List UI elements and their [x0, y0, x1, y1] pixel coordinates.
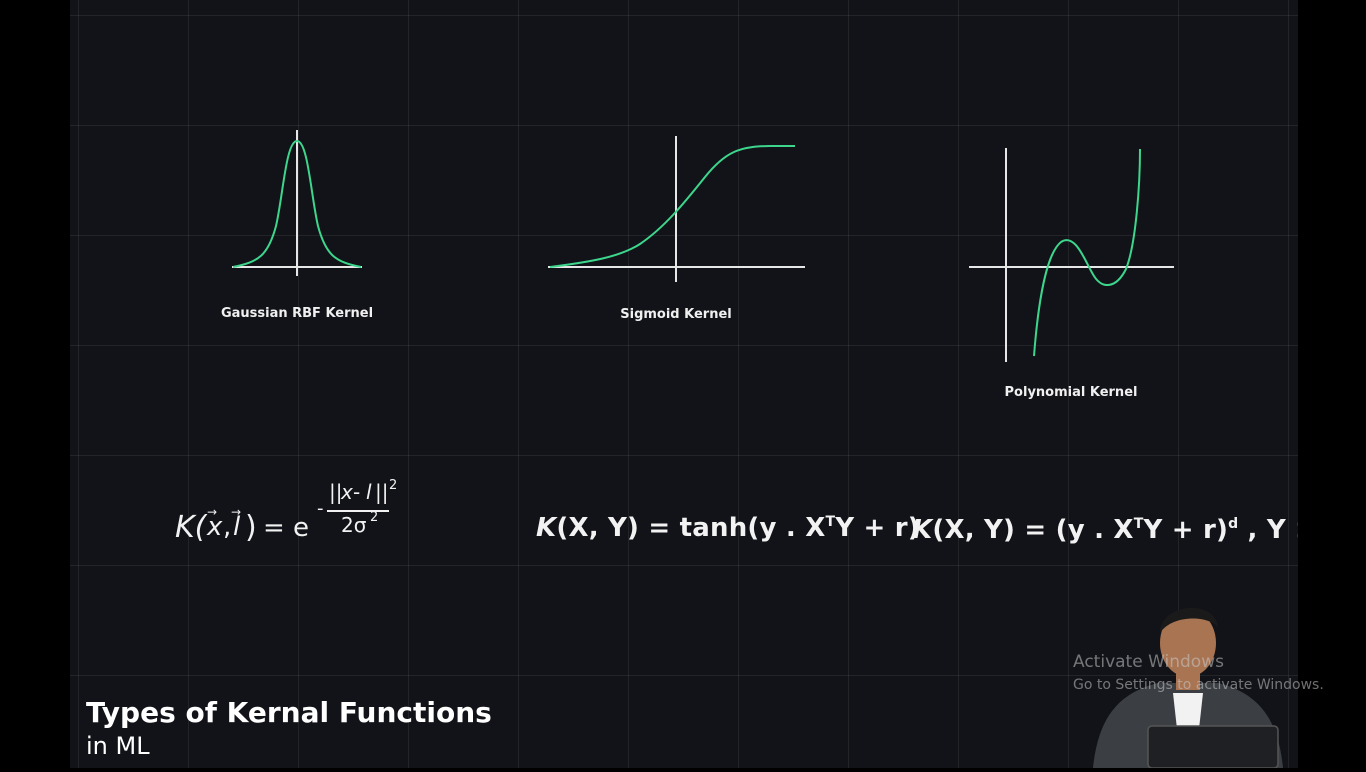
gaussian-formula-x: x [207, 512, 223, 542]
sigmoid-graph [545, 132, 810, 287]
sigmoid-curve [549, 145, 795, 268]
gaussian-formula-l: l [233, 512, 241, 542]
slide-title: Types of Kernal Functions [86, 696, 492, 729]
gaussian-rbf-graph [228, 126, 368, 281]
activate-windows-title: Activate Windows [1073, 652, 1224, 672]
polynomial-formula-rest: , Y > 0 [1247, 515, 1298, 545]
gaussian-formula-num-power: 2 [389, 478, 398, 493]
polynomial-formula: K(X, Y) = (y . XTY + r)d , Y > 0 [912, 515, 1298, 545]
gaussian-formula-comma: , [223, 512, 232, 542]
gaussian-formula-close: ) [245, 510, 257, 545]
gaussian-caption: Gaussian RBF Kernel [220, 306, 374, 321]
slide-subtitle: in ML [86, 732, 150, 760]
sigmoid-formula: K(X, Y) = tanh(y . XTY + r) [536, 513, 920, 543]
gaussian-formula-exp-sign: - [317, 498, 324, 519]
laptop [1147, 725, 1279, 769]
sigmoid-formula-main: (X, Y) = tanh(y . X [556, 513, 826, 543]
polynomial-graph [966, 144, 1181, 369]
polynomial-formula-mid: Y + r) [1143, 515, 1229, 545]
polynomial-caption: Polynomial Kernel [1004, 385, 1138, 400]
gaussian-formula: K( x → , l → ) = e - || x - l || 2 2σ 2 [175, 478, 425, 550]
sigmoid-formula-rest: Y + r) [835, 513, 920, 543]
polynomial-formula-k: K [912, 515, 933, 545]
gaussian-formula-k: K( [175, 510, 207, 545]
sigmoid-formula-sup: T [825, 514, 836, 530]
presenter-hair [1160, 607, 1218, 633]
gaussian-formula-num-minus: - [353, 480, 361, 504]
gaussian-formula-eq: = e [263, 513, 310, 543]
sigmoid-formula-k: K [536, 513, 557, 543]
gaussian-formula-fraction-bar [327, 510, 389, 512]
gaussian-formula-num-open: || [329, 480, 343, 504]
presentation-slide: Gaussian RBF Kernel Sigmoid Kernel Polyn… [70, 0, 1298, 768]
presenter-face [1160, 609, 1216, 677]
presenter-video [1088, 598, 1288, 769]
sigmoid-caption: Sigmoid Kernel [620, 307, 732, 322]
polynomial-curve [1033, 148, 1141, 357]
gaussian-formula-num-x: x [341, 480, 353, 504]
gaussian-formula-x-arrow: → [207, 505, 218, 519]
gaussian-curve [232, 139, 362, 268]
polynomial-formula-main: (X, Y) = (y . X [932, 515, 1134, 545]
polynomial-formula-sup: T [1133, 516, 1144, 532]
activate-windows-subtitle: Go to Settings to activate Windows. [1073, 677, 1324, 693]
gaussian-formula-den-power: 2 [370, 510, 379, 525]
gaussian-formula-num-close: || [375, 480, 389, 504]
gaussian-formula-num-l: l [366, 480, 372, 504]
polynomial-formula-sup2: d [1228, 516, 1239, 532]
gaussian-formula-l-arrow: → [231, 505, 242, 519]
gaussian-formula-denominator: 2σ [341, 513, 367, 537]
